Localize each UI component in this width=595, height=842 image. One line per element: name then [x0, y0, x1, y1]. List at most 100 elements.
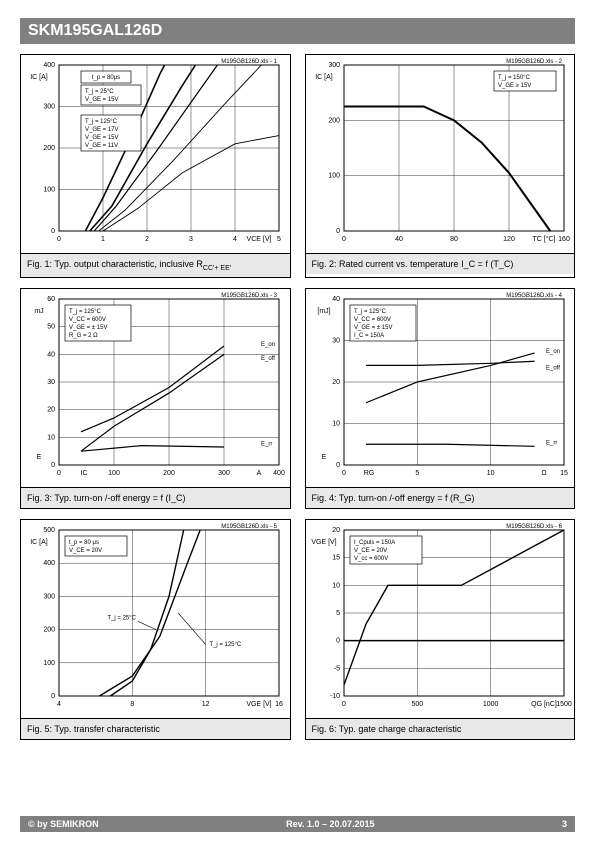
- svg-text:5: 5: [336, 610, 340, 617]
- svg-text:T_j = 125°C: T_j = 125°C: [69, 309, 102, 315]
- svg-text:QG [nC]: QG [nC]: [531, 701, 557, 708]
- figure-2-caption: Fig. 2: Rated current vs. temperature I_…: [306, 253, 575, 274]
- svg-text:mJ: mJ: [34, 308, 43, 315]
- footer-copyright: © by SEMIKRON: [28, 819, 99, 829]
- svg-text:200: 200: [328, 117, 340, 124]
- svg-text:0: 0: [51, 228, 55, 235]
- svg-text:E_off: E_off: [261, 356, 275, 362]
- figure-1-panel: 0123450100200300400M195GB126D.xls - 1IC …: [20, 54, 291, 278]
- svg-text:300: 300: [43, 593, 55, 600]
- svg-text:A: A: [257, 470, 262, 477]
- svg-text:M195GB126D.xls - 3: M195GB126D.xls - 3: [221, 293, 277, 299]
- svg-text:0: 0: [336, 637, 340, 644]
- svg-text:-5: -5: [333, 665, 339, 672]
- svg-text:12: 12: [202, 701, 210, 708]
- svg-text:60: 60: [47, 296, 55, 303]
- svg-text:E_on: E_on: [546, 349, 560, 355]
- figure-2-panel: 040801201600100200300M195GB126D.xls - 2I…: [305, 54, 576, 278]
- svg-text:IC [A]: IC [A]: [30, 539, 48, 546]
- svg-text:300: 300: [43, 104, 55, 111]
- svg-text:15: 15: [332, 554, 340, 561]
- svg-text:0: 0: [342, 701, 346, 708]
- svg-text:V_CC = 600V: V_CC = 600V: [69, 317, 106, 323]
- svg-text:E: E: [321, 454, 326, 461]
- svg-text:8: 8: [130, 701, 134, 708]
- svg-text:300: 300: [328, 62, 340, 69]
- svg-text:t_p = 80μs: t_p = 80μs: [92, 75, 120, 81]
- svg-text:20: 20: [332, 379, 340, 386]
- svg-text:10: 10: [332, 420, 340, 427]
- svg-text:IC: IC: [81, 470, 88, 477]
- svg-text:100: 100: [43, 187, 55, 194]
- svg-text:200: 200: [163, 470, 175, 477]
- svg-text:VGE [V]: VGE [V]: [311, 539, 336, 546]
- svg-text:3: 3: [189, 236, 193, 243]
- svg-text:400: 400: [43, 560, 55, 567]
- svg-text:5: 5: [415, 470, 419, 477]
- svg-text:-10: -10: [329, 693, 339, 700]
- svg-text:10: 10: [47, 434, 55, 441]
- footer-revision: Rev. 1.0 – 20.07.2015: [286, 819, 374, 829]
- svg-text:E_on: E_on: [261, 342, 275, 348]
- svg-text:E_off: E_off: [546, 365, 560, 371]
- figure-1-caption: Fig. 1: Typ. output characteristic, incl…: [21, 253, 290, 277]
- svg-text:160: 160: [558, 236, 570, 243]
- svg-text:0: 0: [51, 462, 55, 469]
- figure-4-panel: 051015010203040M195GB126D.xls - 4[mJ]EΩR…: [305, 288, 576, 509]
- svg-text:0: 0: [51, 693, 55, 700]
- svg-text:I_Cpuls = 150A: I_Cpuls = 150A: [354, 540, 395, 546]
- svg-text:T_j = 150°C: T_j = 150°C: [498, 75, 531, 81]
- svg-text:M195GB126D.xls - 5: M195GB126D.xls - 5: [221, 524, 277, 530]
- svg-text:M195GB126D.xls - 6: M195GB126D.xls - 6: [506, 524, 562, 530]
- svg-text:V_CE = 20V: V_CE = 20V: [354, 548, 387, 554]
- svg-text:40: 40: [395, 236, 403, 243]
- svg-text:10: 10: [486, 470, 494, 477]
- svg-text:[mJ]: [mJ]: [317, 308, 330, 315]
- svg-text:M195GB126D.xls - 2: M195GB126D.xls - 2: [506, 59, 562, 65]
- svg-text:R_G = 2 Ω: R_G = 2 Ω: [69, 333, 98, 339]
- svg-text:200: 200: [43, 626, 55, 633]
- figure-grid: 0123450100200300400M195GB126D.xls - 1IC …: [20, 54, 575, 740]
- svg-text:M195GB126D.xls - 4: M195GB126D.xls - 4: [506, 293, 562, 299]
- svg-text:80: 80: [450, 236, 458, 243]
- svg-text:T_j = 125°C: T_j = 125°C: [354, 309, 387, 315]
- footer-page: 3: [562, 819, 567, 829]
- svg-text:V_GE = 15V: V_GE = 15V: [85, 135, 119, 141]
- svg-text:1: 1: [101, 236, 105, 243]
- figure-6-panel: 050010001500-10-505101520M195GB126D.xls …: [305, 519, 576, 740]
- svg-text:40: 40: [332, 296, 340, 303]
- svg-text:2: 2: [145, 236, 149, 243]
- svg-text:0: 0: [57, 470, 61, 477]
- svg-text:0: 0: [336, 228, 340, 235]
- svg-text:V_GE = 15V: V_GE = 15V: [85, 97, 119, 103]
- svg-text:VGE [V]: VGE [V]: [246, 701, 271, 708]
- svg-text:20: 20: [332, 527, 340, 534]
- svg-text:0: 0: [57, 236, 61, 243]
- svg-text:30: 30: [47, 379, 55, 386]
- svg-text:E_rr: E_rr: [261, 441, 272, 447]
- svg-text:TC [°C]: TC [°C]: [532, 235, 555, 243]
- svg-text:V_GE = ± 15V: V_GE = ± 15V: [354, 325, 392, 331]
- svg-text:V_GE = ± 15V: V_GE = ± 15V: [69, 325, 107, 331]
- svg-text:10: 10: [332, 582, 340, 589]
- figure-5-panel: 4812160100200300400500M195GB126D.xls - 5…: [20, 519, 291, 740]
- svg-text:100: 100: [328, 173, 340, 180]
- figure-6-caption: Fig. 6: Typ. gate charge characteristic: [306, 718, 575, 739]
- svg-text:VCE [V]: VCE [V]: [247, 236, 272, 243]
- part-number-header: SKM195GAL126D: [20, 18, 575, 44]
- svg-text:5: 5: [277, 236, 281, 243]
- svg-text:V_CE = 20V: V_CE = 20V: [69, 548, 102, 554]
- figure-5-caption: Fig. 5: Typ. transfer characteristic: [21, 718, 290, 739]
- svg-text:E_rr: E_rr: [546, 440, 557, 446]
- svg-text:16: 16: [275, 701, 283, 708]
- svg-text:T_j = 25°C: T_j = 25°C: [85, 89, 114, 95]
- svg-text:T_j = 25°C: T_j = 25°C: [107, 615, 136, 621]
- svg-text:200: 200: [43, 145, 55, 152]
- svg-text:50: 50: [47, 323, 55, 330]
- svg-text:4: 4: [57, 701, 61, 708]
- svg-text:500: 500: [411, 701, 423, 708]
- svg-text:4: 4: [233, 236, 237, 243]
- svg-text:400: 400: [273, 470, 285, 477]
- figure-3-panel: 01002003004000102030405060M195GB126D.xls…: [20, 288, 291, 509]
- svg-text:300: 300: [218, 470, 230, 477]
